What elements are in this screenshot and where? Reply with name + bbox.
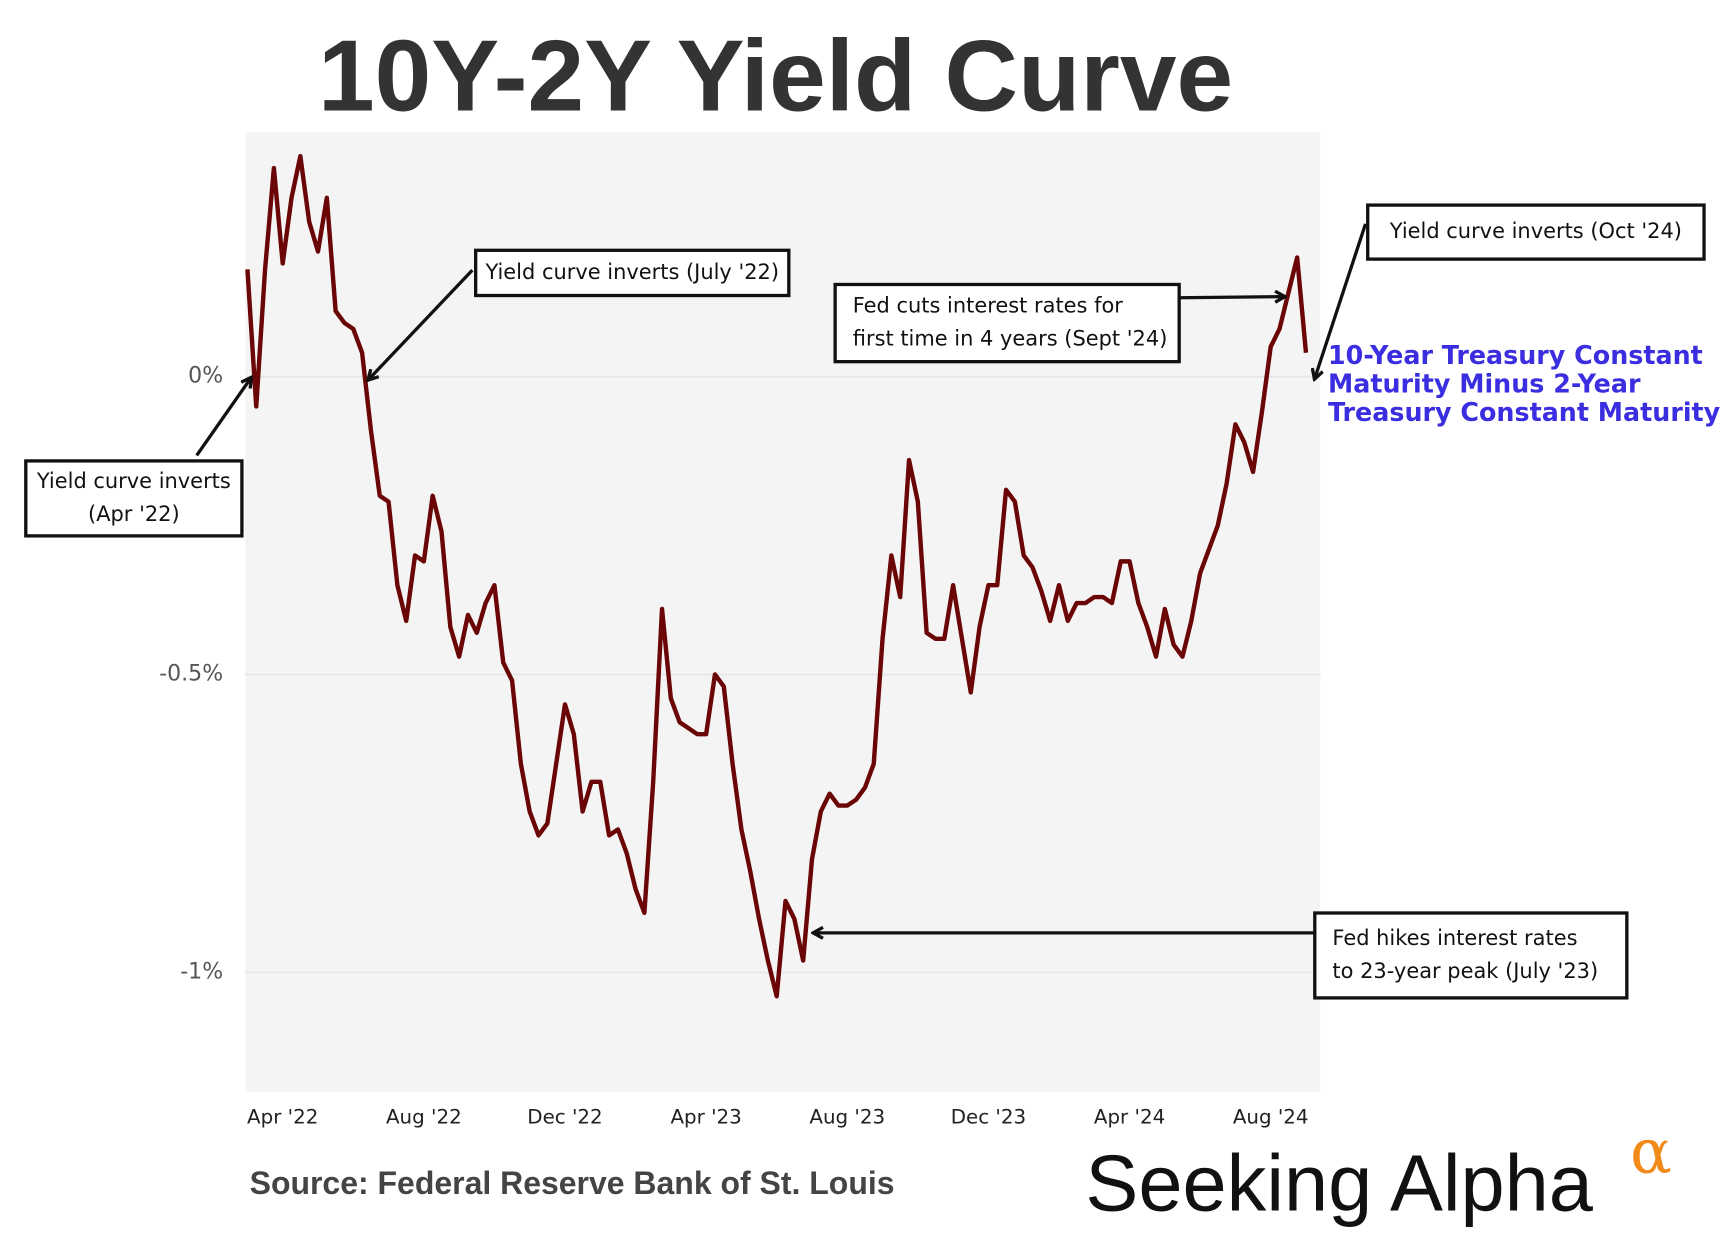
annotation-box [1366,203,1706,261]
x-tick-label: Dec '23 [951,1106,1026,1129]
annotation-arrows [195,223,1368,933]
x-tick-label: Aug '24 [1233,1106,1309,1129]
x-tick-label: Aug '23 [809,1106,885,1129]
annotation-text: Yield curve inverts [36,469,231,493]
data-line [245,153,1309,999]
arrow [1315,223,1368,378]
chart-title: 10Y-2Y Yield Curve [318,19,1233,132]
annotation-box [24,459,244,538]
legend: 10-Year Treasury Constant Maturity Minus… [1328,341,1721,428]
annotation-box [833,282,1181,364]
x-tick-label: Dec '22 [527,1106,602,1129]
y-tick-label: -1% [180,959,223,984]
annotation-text: Fed cuts interest rates for [853,294,1124,318]
x-tick-label: Apr '23 [670,1106,741,1129]
brand-mark: α [1630,1116,1672,1188]
annotation-text: Fed hikes interest rates [1332,926,1577,950]
source: Source: Federal Reserve Bank of St. Loui… [250,1165,895,1201]
arrow [195,378,251,457]
arrow [369,269,474,379]
series [245,153,1309,999]
annotations: Yield curve inverts (Apr '22) Yield curve … [24,203,1706,1000]
arrow [1179,297,1284,298]
legend-entry: 10-Year Treasury Constant Maturity Minus… [1328,341,1721,428]
annotation-box [1313,911,1629,1000]
annotation-text: to 23-year peak (July '23) [1332,959,1598,983]
grid: 0% -0.5% -1% Apr '22 Aug '22 Dec '22 Apr '23 Au… [159,364,1321,1129]
annotation-text: (Apr '22) [88,502,180,526]
annotation-text: Yield curve inverts (Oct '24) [1389,219,1682,243]
x-tick-label: Aug '22 [386,1106,462,1129]
y-tick-label: 0% [188,364,223,389]
annotation-box [474,248,791,298]
annotation-text: first time in 4 years (Sept '24) [853,327,1168,351]
x-tick-label: Apr '22 [247,1106,318,1129]
annotation-text: Yield curve inverts (July '22) [484,260,779,284]
brand: Seeking Alpha [1085,1139,1593,1228]
x-tick-label: Apr '24 [1094,1106,1165,1129]
y-tick-label: -0.5% [159,662,223,687]
